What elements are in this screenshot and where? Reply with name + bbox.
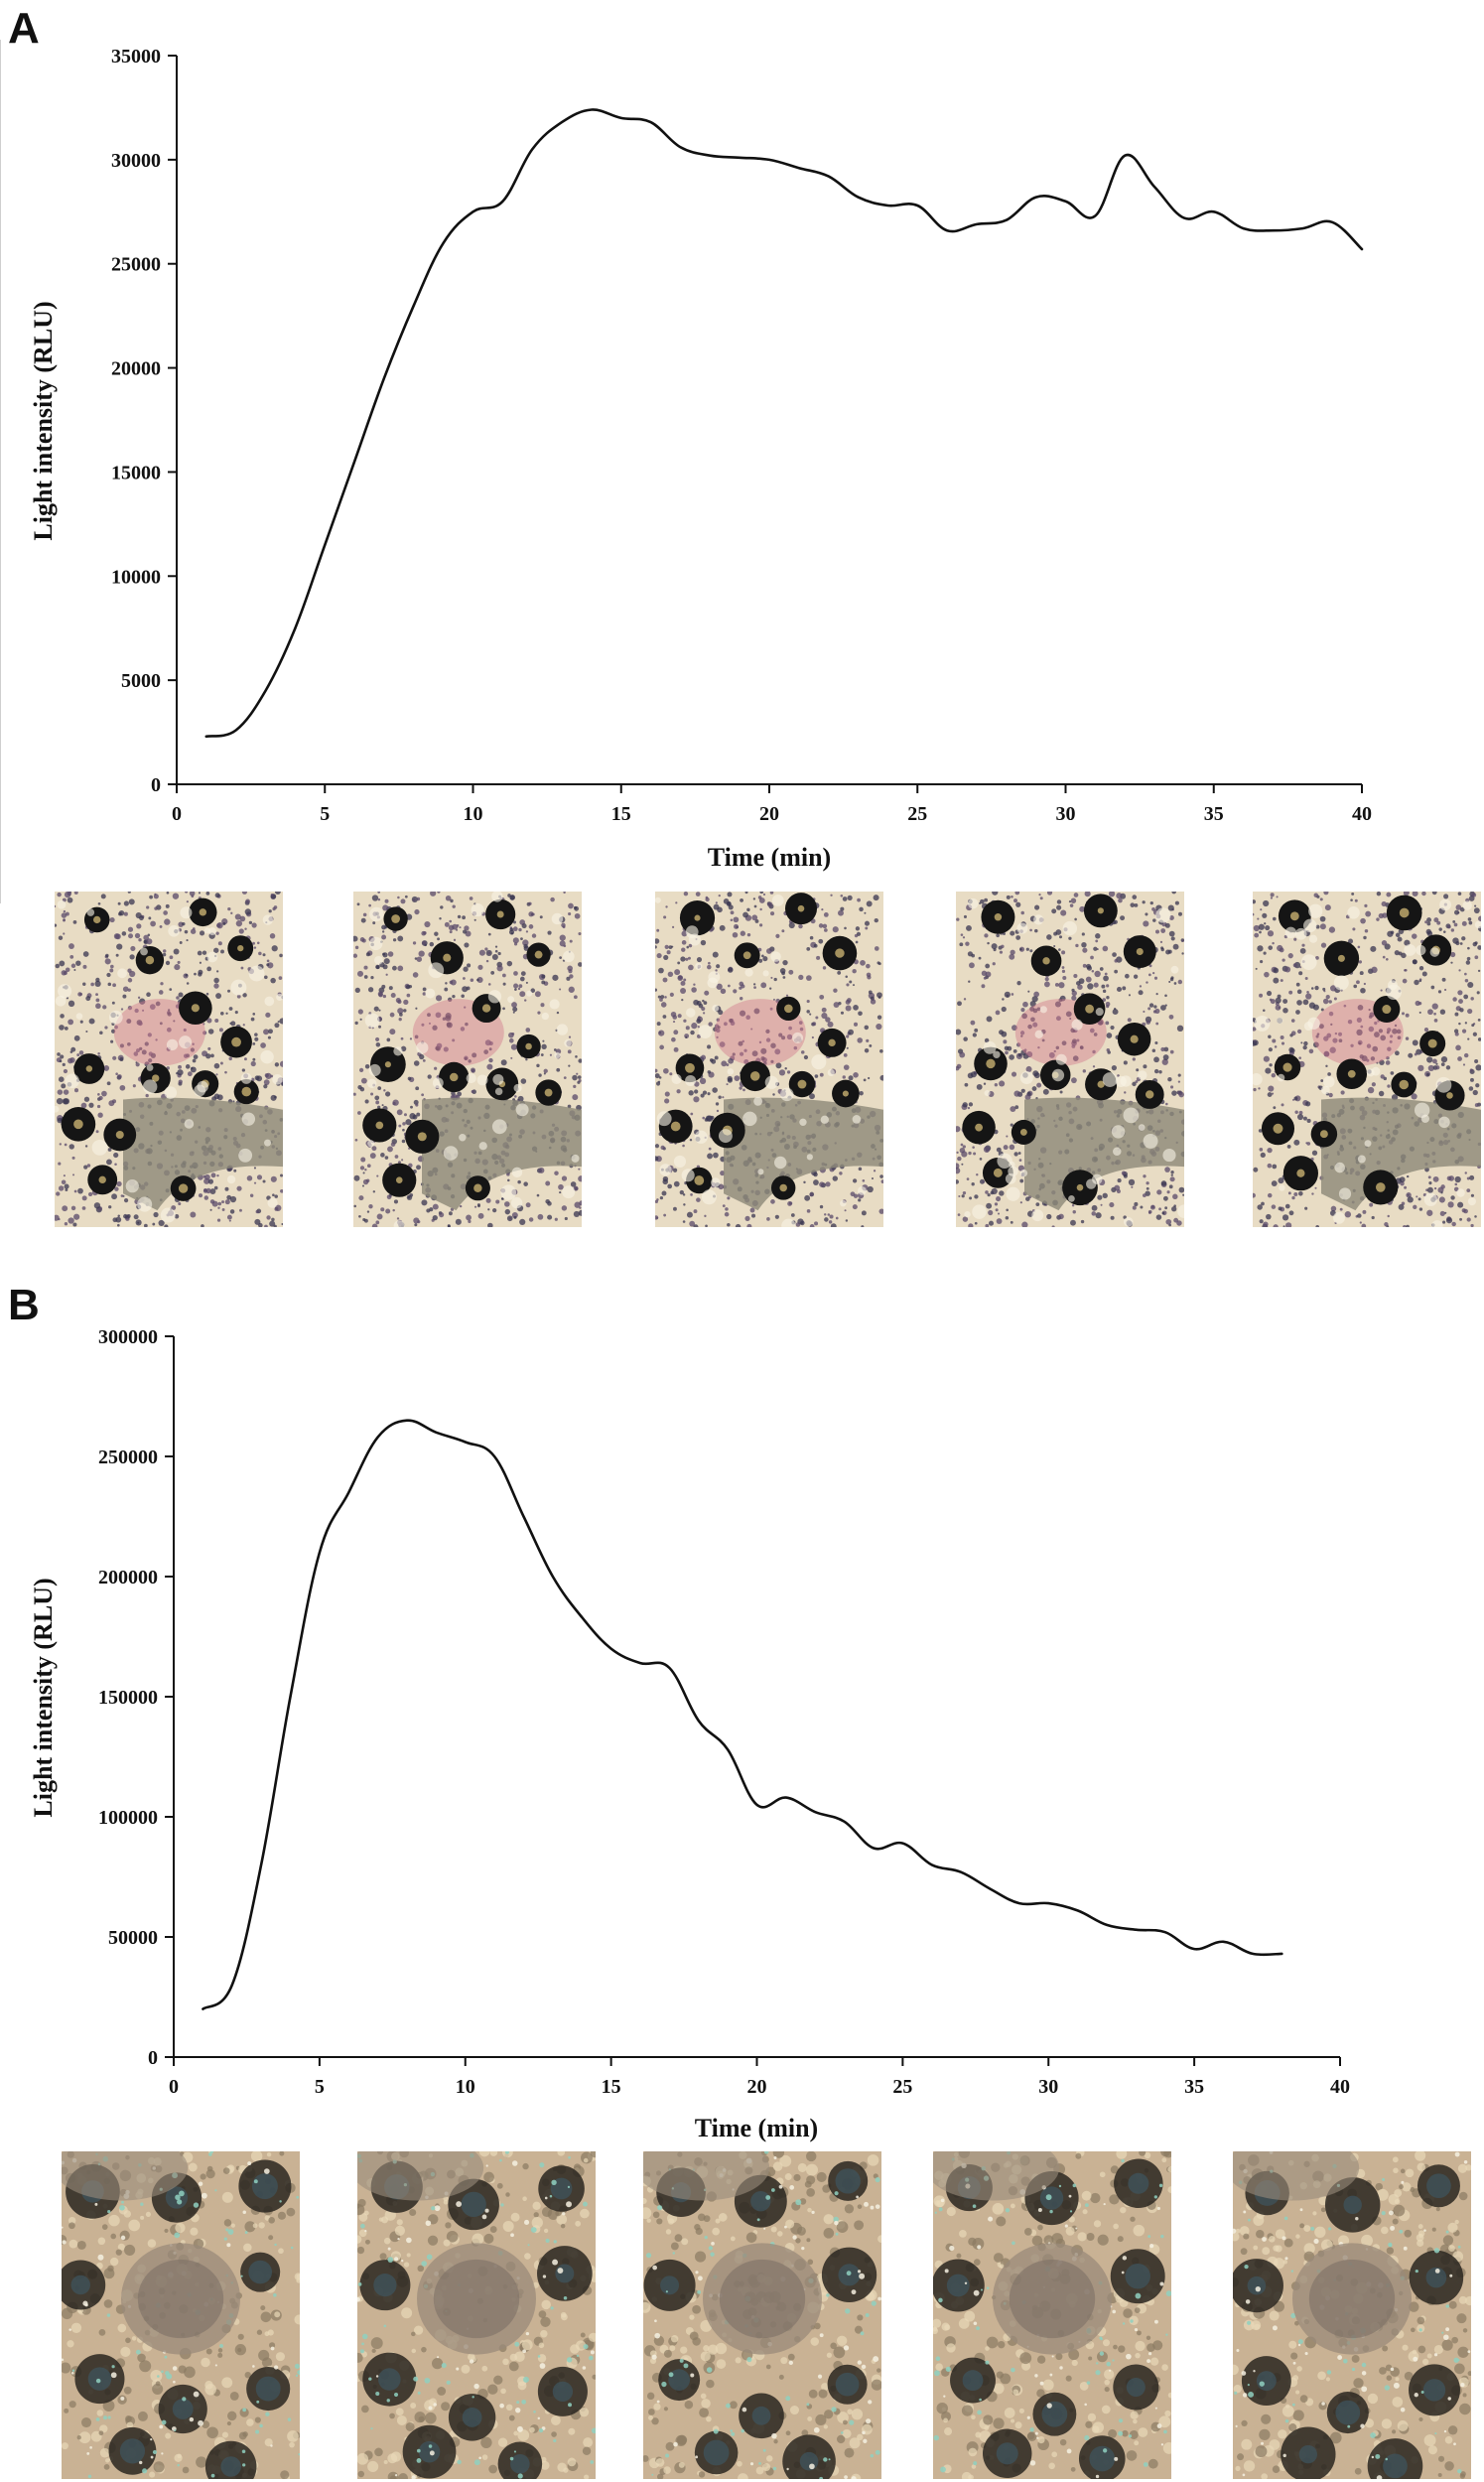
x-tick-label: 10 [464, 803, 483, 825]
x-tick-label: 30 [1056, 803, 1076, 825]
y-tick-label: 100000 [98, 1807, 158, 1829]
chart-a-xlabel: Time (min) [708, 843, 831, 872]
y-tick-label: 25000 [111, 254, 161, 276]
micrograph-a-3 [655, 892, 883, 1227]
y-tick-label: 5000 [121, 670, 161, 692]
chart-a-ylabel: Light intensity (RLU) [29, 301, 58, 540]
y-tick-label: 150000 [98, 1687, 158, 1709]
panel-letter-a: A [8, 4, 40, 53]
y-tick-label: 0 [151, 774, 161, 796]
micrograph-b-5 [1233, 2151, 1471, 2479]
x-tick-label: 15 [602, 2076, 621, 2098]
micrograph-b-image [1233, 2151, 1471, 2479]
x-tick-label: 40 [1352, 803, 1372, 825]
y-tick-label: 300000 [98, 1326, 158, 1348]
micrograph-b-image [357, 2151, 596, 2479]
micrograph-a-1 [55, 892, 283, 1227]
y-tick-label: 200000 [98, 1567, 158, 1588]
chart-b-axes [173, 1336, 1340, 2058]
x-tick-label: 40 [1330, 2076, 1350, 2098]
micrograph-b-image [62, 2151, 300, 2479]
micrograph-b-image [643, 2151, 881, 2479]
panel-letter-b: B [8, 1281, 40, 1329]
y-tick-label: 15000 [111, 462, 161, 483]
chart-b-ylabel: Light intensity (RLU) [29, 1578, 58, 1817]
micrograph-a-4 [956, 892, 1184, 1227]
micrograph-a-image [55, 892, 283, 1227]
micrograph-b-4 [933, 2151, 1171, 2479]
chart-a-y-ticks: 0 5000 10000 15000 20000 25000 30000 35000 [111, 46, 177, 796]
x-tick-label: 0 [172, 803, 182, 825]
x-tick-label: 5 [315, 2076, 325, 2098]
chart-b-x-ticks: 0 5 10 15 20 25 30 35 40 [169, 2057, 1350, 2098]
x-tick-label: 5 [320, 803, 330, 825]
x-tick-label: 25 [892, 2076, 912, 2098]
micrograph-b-1 [62, 2151, 300, 2479]
y-tick-label: 0 [148, 2047, 158, 2069]
micrograph-b-3 [643, 2151, 881, 2479]
y-tick-label: 250000 [98, 1447, 158, 1468]
chart-b-y-ticks: 0 50000 100000 150000 200000 250000 300000 [98, 1326, 174, 2069]
chart-b: 0 50000 100000 150000 200000 250000 300000 0 5 1… [29, 1326, 1350, 2142]
x-tick-label: 30 [1038, 2076, 1058, 2098]
y-tick-label: 50000 [108, 1927, 158, 1949]
chart-a-axes [176, 56, 1362, 785]
x-tick-label: 20 [747, 2076, 767, 2098]
scan-edge-line [0, 40, 1, 903]
chart-a-series-line [204, 108, 1364, 739]
x-tick-label: 35 [1184, 2076, 1204, 2098]
micrograph-a-2 [353, 892, 582, 1227]
micrograph-a-image [956, 892, 1184, 1227]
x-tick-label: 10 [456, 2076, 475, 2098]
chart-b-series-line [202, 1419, 1283, 2010]
y-tick-label: 20000 [111, 358, 161, 380]
micrograph-b-2 [357, 2151, 596, 2479]
micrograph-a-image [655, 892, 883, 1227]
y-tick-label: 10000 [111, 566, 161, 588]
micrograph-a-image [1253, 892, 1481, 1227]
x-tick-label: 15 [611, 803, 631, 825]
y-tick-label: 30000 [111, 150, 161, 172]
micrograph-b-image [933, 2151, 1171, 2479]
micrograph-a-image [353, 892, 582, 1227]
micrograph-a-5 [1253, 892, 1481, 1227]
x-tick-label: 35 [1204, 803, 1224, 825]
y-tick-label: 35000 [111, 46, 161, 68]
x-tick-label: 25 [907, 803, 927, 825]
chart-b-xlabel: Time (min) [695, 2114, 818, 2142]
x-tick-label: 20 [759, 803, 779, 825]
chart-a-x-ticks: 0 5 10 15 20 25 30 35 40 [172, 784, 1372, 825]
x-tick-label: 0 [169, 2076, 179, 2098]
chart-a: 0 5000 10000 15000 20000 25000 30000 35000 0 5 10… [29, 46, 1372, 872]
